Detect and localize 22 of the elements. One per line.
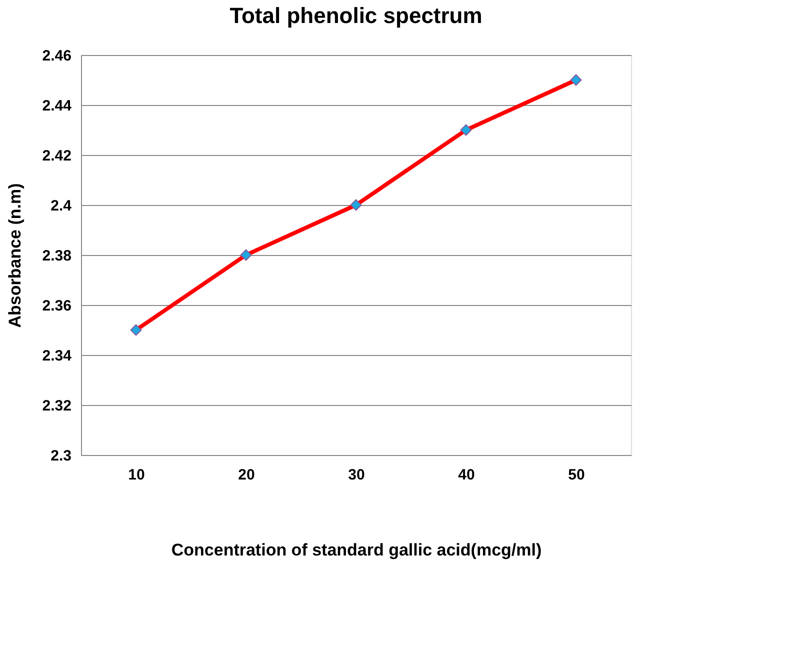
x-tick-label: 20 xyxy=(238,466,255,484)
point xyxy=(240,249,252,261)
y-tick-label: 2.42 xyxy=(42,148,72,164)
point xyxy=(460,124,472,136)
point xyxy=(570,74,582,86)
point xyxy=(350,199,362,211)
y-tick-label: 2.32 xyxy=(42,398,72,414)
y-tick-label: 2.3 xyxy=(50,448,72,464)
y-tick-label: 2.36 xyxy=(42,298,72,314)
x-tick-label: 40 xyxy=(458,466,475,484)
y-tick-label: 2.46 xyxy=(42,48,72,64)
x-tick-label: 30 xyxy=(348,466,365,484)
y-tick-label: 2.38 xyxy=(42,248,72,264)
chart-title: Total phenolic spectrum xyxy=(230,3,482,28)
x-tick-label: 10 xyxy=(128,466,145,484)
point xyxy=(130,324,142,336)
y-tick-label: 2.34 xyxy=(42,348,72,364)
y-tick-label: 2.4 xyxy=(50,198,72,214)
x-axis-title: Concentration of standard gallic acid(mcg/ml) xyxy=(171,540,542,560)
y-tick-label: 2.44 xyxy=(42,98,72,114)
x-tick-label: 50 xyxy=(568,466,585,484)
y-axis-title: Absorbance (n.m) xyxy=(5,183,24,328)
